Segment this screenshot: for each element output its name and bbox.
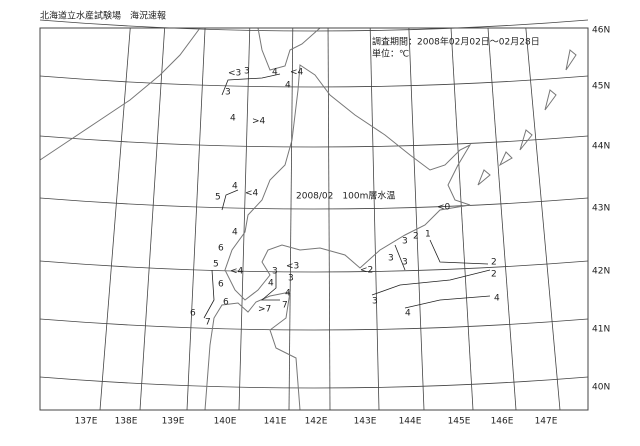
contour-label: 4	[285, 289, 291, 299]
contour-label: >4	[252, 117, 266, 127]
lon-label: 144E	[399, 417, 422, 427]
contour-label: <4	[245, 189, 259, 199]
contour-label: 6	[190, 309, 196, 319]
latitude-line	[39, 376, 589, 389]
longitude-line	[327, 27, 331, 411]
lon-label: 141E	[264, 417, 287, 427]
lon-label: 147E	[535, 417, 558, 427]
longitude-line	[487, 27, 517, 411]
contour-label: 5	[213, 260, 219, 270]
lat-label: 42N	[592, 267, 610, 277]
longitude-line	[288, 27, 294, 411]
longitude-line	[450, 27, 474, 411]
contour-label: 4	[268, 279, 274, 289]
contour-line	[404, 295, 491, 309]
contour-label: 7	[282, 301, 288, 311]
contour-label: <3	[286, 262, 299, 272]
contour-label: <0	[437, 203, 451, 213]
contour-label: 4	[232, 228, 238, 238]
contour-label: 3	[244, 67, 250, 77]
lat-label: 43N	[592, 204, 610, 214]
contour-line	[429, 239, 489, 265]
contour-label: 4	[285, 81, 291, 91]
contour-label: 2	[413, 232, 419, 242]
contour-label: 2	[491, 270, 497, 280]
map-frame	[39, 27, 589, 411]
unit: 単位：℃	[372, 48, 409, 60]
longitude-line	[139, 27, 166, 411]
lat-label: 41N	[592, 325, 610, 335]
contour-label: <3	[228, 69, 241, 79]
contour-label: <2	[360, 266, 373, 276]
contour-label: <4	[290, 68, 304, 78]
lon-label: 142E	[305, 417, 328, 427]
contours	[203, 73, 491, 319]
contour-label: >7	[258, 305, 271, 315]
contour-label: 4	[405, 309, 411, 319]
lon-label: 145E	[448, 417, 471, 427]
longitude-line	[238, 27, 251, 411]
continent	[39, 27, 201, 161]
lon-label: 140E	[214, 417, 237, 427]
lat-label: 46N	[592, 26, 610, 36]
longitude-line	[408, 27, 425, 411]
sakhalin	[257, 27, 321, 71]
lon-label: 138E	[115, 417, 138, 427]
longitude-line	[99, 27, 131, 411]
lon-label: 146E	[491, 417, 514, 427]
latitude-line	[39, 135, 589, 148]
latitude-line	[39, 318, 589, 331]
lon-label: 139E	[162, 417, 185, 427]
contour-line	[221, 189, 239, 211]
map-caption: 2008/02 100m層水温	[296, 190, 395, 202]
contour-label: 2	[491, 258, 497, 268]
lon-label: 143E	[354, 417, 377, 427]
graticule	[39, 19, 589, 411]
contour-label: 3	[388, 254, 394, 264]
contour-label: 6	[223, 298, 229, 308]
contour-label: 5	[215, 193, 221, 203]
contour-label: 3	[402, 258, 408, 268]
lat-label: 44N	[592, 142, 610, 152]
contour-label: 3	[288, 274, 294, 284]
longitude-line	[369, 27, 380, 411]
kuril-islands	[477, 49, 577, 186]
hokkaido	[224, 64, 472, 301]
latitude-line	[39, 19, 589, 32]
contour-line	[371, 269, 491, 296]
contour-label: 7	[205, 318, 211, 328]
survey-period: 調査期間：2008年02月02日～02月28日	[372, 36, 540, 48]
contour-label: 3	[402, 237, 408, 247]
header-title: 北海道立水産試験場 海況速報	[40, 10, 166, 22]
contour-label: <4	[230, 267, 244, 277]
longitude-line	[186, 27, 206, 411]
longitude-line	[525, 27, 561, 411]
contour-line	[394, 244, 406, 271]
contour-label: 6	[218, 280, 224, 290]
contour-label: 3	[225, 88, 231, 98]
lat-label: 45N	[592, 82, 610, 92]
contour-label: 4	[230, 114, 236, 124]
lon-label: 137E	[75, 417, 98, 427]
contour-line	[221, 73, 281, 96]
latitude-line	[39, 75, 589, 88]
contour-label: 1	[425, 230, 431, 240]
contour-label: 4	[272, 68, 278, 78]
contour-label: 4	[232, 182, 238, 192]
contour-line	[203, 269, 215, 319]
contour-label: 3	[372, 297, 378, 307]
contour-label: 3	[272, 267, 278, 277]
latitude-line	[39, 260, 589, 273]
lat-label: 40N	[592, 383, 610, 393]
contour-line	[260, 272, 280, 301]
contour-label: 6	[218, 244, 224, 254]
contour-label: 4	[494, 294, 500, 304]
